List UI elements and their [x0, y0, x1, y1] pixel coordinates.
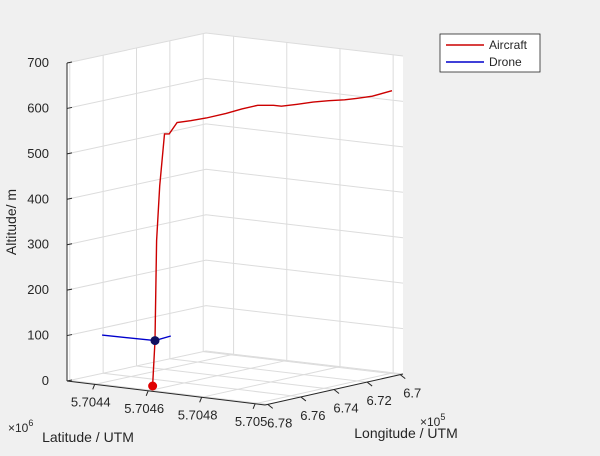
y-tick-label: 6.78 — [267, 415, 292, 430]
y-tick-label: 6.76 — [300, 408, 325, 423]
x-tick-label: 5.7044 — [71, 394, 111, 409]
z-gridline — [66, 168, 404, 200]
z-tick — [66, 61, 73, 64]
z-tick-label: 700 — [27, 55, 49, 70]
x-exponent-label: ×106 — [8, 418, 33, 435]
grid-layer — [66, 32, 404, 405]
y-gridline-floor — [203, 351, 401, 376]
x-tick-label: 5.7046 — [124, 401, 164, 416]
z-gridline — [66, 77, 404, 109]
z-tick-label: 600 — [27, 100, 49, 115]
z-axis-label: Altitude/ m — [3, 189, 19, 255]
y-tick — [333, 389, 340, 394]
x-tick — [92, 384, 96, 390]
x-axis-line — [66, 380, 266, 406]
z-tick — [66, 379, 73, 382]
legend-box — [439, 33, 541, 73]
legend-label-aircraft: Aircraft — [489, 38, 528, 52]
z-gridline — [66, 123, 404, 155]
axes-box — [67, 33, 403, 405]
z-gridline — [66, 259, 404, 291]
z-tick — [66, 152, 73, 155]
series-layer — [102, 90, 393, 391]
x-tick — [145, 390, 149, 397]
y-tick — [366, 381, 373, 387]
x-tick — [199, 397, 203, 403]
y-tick — [399, 374, 406, 380]
y-tick-label: 6.72 — [366, 393, 391, 408]
back-wall-right — [206, 33, 403, 374]
z-tick — [66, 334, 73, 337]
z-gridline — [66, 32, 404, 64]
x-tick-label: 5.705 — [235, 414, 268, 429]
x-tick-label: 5.7048 — [178, 407, 218, 422]
z-tick-label: 200 — [27, 282, 49, 297]
x-axis-label: Latitude / UTM — [42, 429, 134, 445]
z-gridline — [66, 350, 404, 382]
series-marker-aircraft — [148, 381, 158, 391]
y-tick-label: 6.7 — [403, 386, 421, 401]
y-gridline-floor — [69, 379, 268, 405]
y-gridline-floor — [136, 365, 335, 390]
z-tick-label: 100 — [27, 328, 49, 343]
legend[interactable]: Aircraft Drone — [439, 33, 541, 73]
y-tick-label: 6.74 — [333, 401, 358, 416]
legend-label-drone: Drone — [489, 55, 522, 69]
y-gridline-floor — [169, 358, 368, 383]
z-tick — [66, 243, 73, 246]
y-exponent-label: ×105 — [420, 412, 445, 429]
z-tick — [66, 106, 73, 109]
y-axis-label: Longitude / UTM — [354, 425, 458, 441]
y-gridline-floor — [103, 372, 301, 398]
series-line-aircraft — [151, 90, 393, 387]
z-tick-label: 500 — [27, 146, 49, 161]
z-gridline — [66, 305, 404, 337]
y-tick — [300, 396, 307, 402]
series-marker-drone — [150, 336, 160, 346]
tick-layer: 0 100 200 300 400 500 600 700 5.7044 5.7046 5.7048… — [27, 55, 421, 430]
z-tick — [66, 197, 73, 200]
z-tick-label: 0 — [42, 373, 49, 388]
z-tick-label: 400 — [27, 191, 49, 206]
z-tick — [66, 288, 73, 291]
x-tick — [252, 403, 256, 409]
z-gridline — [66, 214, 404, 246]
z-tick-label: 300 — [27, 237, 49, 252]
y-tick — [267, 403, 274, 409]
